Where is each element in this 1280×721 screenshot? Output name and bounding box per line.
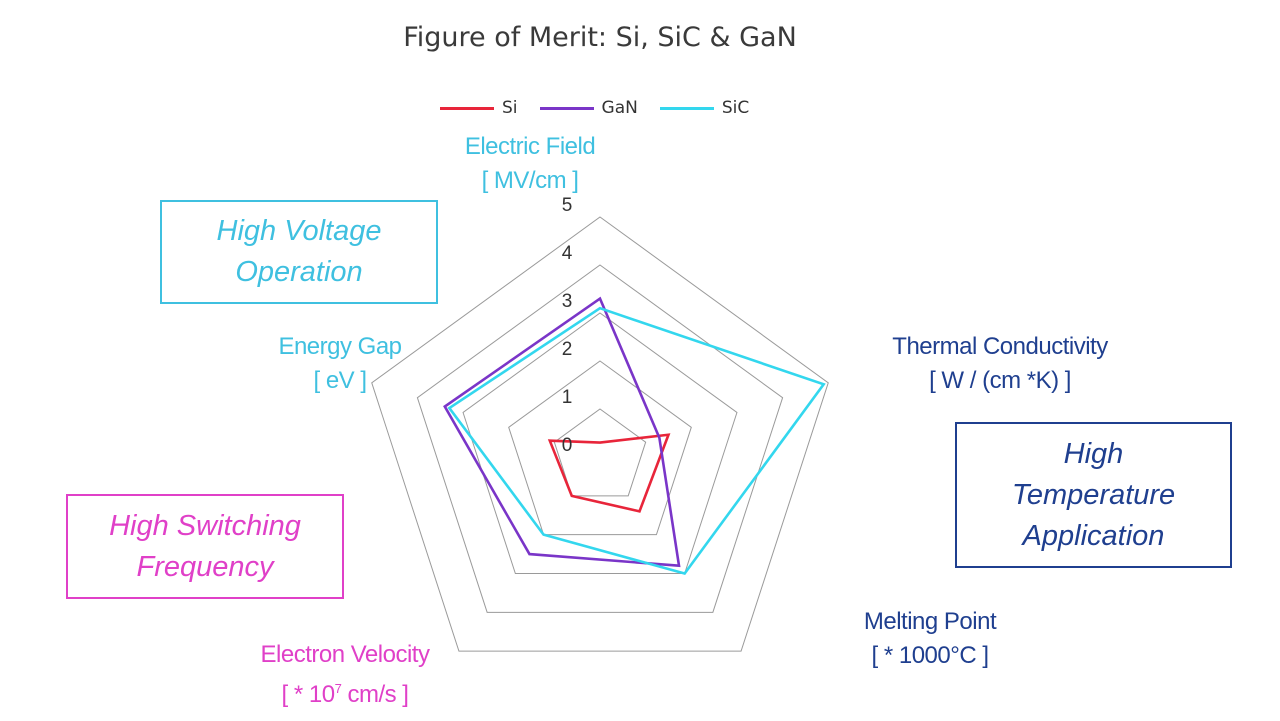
chart-title: Figure of Merit: Si, SiC & GaN <box>403 22 797 53</box>
axis-unit-melting-point: [ * 1000°C ] <box>871 642 990 669</box>
series-si <box>547 433 671 513</box>
series-gan <box>443 296 681 568</box>
tick-label-3: 3 <box>562 291 573 312</box>
axis-label-melting-point: Melting Point [ * 1000°C ] <box>820 605 1040 673</box>
legend-swatch-si <box>440 106 494 110</box>
axis-unit-superscript: 7 <box>334 681 342 696</box>
axis-name-melting-point: Melting Point <box>863 608 997 635</box>
axis-label-energy-gap: Energy Gap [ eV ] <box>240 330 440 398</box>
axis-unit-electron-velocity: [ * 107 cm/s ] <box>225 672 465 712</box>
tick-label-5: 5 <box>562 195 573 216</box>
legend-swatch-gan <box>539 106 594 110</box>
series-sic <box>447 306 826 575</box>
axis-unit-energy-gap: [ eV ] <box>313 367 367 394</box>
high-switching-line2: Frequency <box>136 550 274 583</box>
axis-label-electric-field: Electric Field [ MV/cm ] <box>405 130 655 198</box>
high-temperature-line3: Application <box>1022 519 1165 552</box>
legend-label-gan: GaN <box>601 98 638 118</box>
axis-unit-suffix: cm/s ] <box>341 681 409 708</box>
axis-name-electron-velocity: Electron Velocity <box>260 641 430 668</box>
high-temperature-line1: High <box>1063 437 1124 470</box>
high-voltage-box: High Voltage Operation <box>160 200 438 304</box>
axis-name-thermal-conductivity: Thermal Conductivity <box>892 333 1108 360</box>
axis-unit-electric-field: [ MV/cm ] <box>481 167 579 194</box>
high-switching-line1: High Switching <box>109 509 301 542</box>
grid-ring-1 <box>553 408 647 497</box>
axis-unit-thermal-conductivity: [ W / (cm *K) ] <box>929 367 1071 394</box>
legend-item-gan: GaN <box>539 98 638 118</box>
grid-ring-4 <box>416 264 784 613</box>
legend: Si GaN SiC <box>440 98 749 118</box>
axis-label-thermal-conductivity: Thermal Conductivity [ W / (cm *K) ] <box>855 330 1145 398</box>
axis-label-electron-velocity: Electron Velocity [ * 107 cm/s ] <box>225 638 465 712</box>
high-voltage-line2: Operation <box>235 256 363 288</box>
axis-name-electric-field: Electric Field <box>464 133 596 160</box>
high-voltage-line1: High Voltage <box>216 215 382 247</box>
tick-label-1: 1 <box>562 387 573 408</box>
legend-label-sic: SiC <box>721 98 750 118</box>
tick-label-2: 2 <box>562 339 573 360</box>
legend-label-si: Si <box>502 98 518 118</box>
high-switching-box: High Switching Frequency <box>66 494 344 599</box>
grid-ring-2 <box>508 360 692 536</box>
tick-label-4: 4 <box>562 243 573 264</box>
legend-item-si: Si <box>440 98 518 118</box>
high-temperature-box: High Temperature Application <box>955 422 1232 568</box>
legend-swatch-sic <box>659 106 714 110</box>
high-temperature-line2: Temperature <box>1011 478 1176 511</box>
tick-label-0: 0 <box>562 435 573 456</box>
axis-name-energy-gap: Energy Gap <box>278 333 402 360</box>
grid-ring-3 <box>462 312 738 574</box>
legend-item-sic: SiC <box>659 98 750 118</box>
axis-unit-prefix: [ * 10 <box>281 681 336 708</box>
grid-ring-5 <box>371 216 829 652</box>
